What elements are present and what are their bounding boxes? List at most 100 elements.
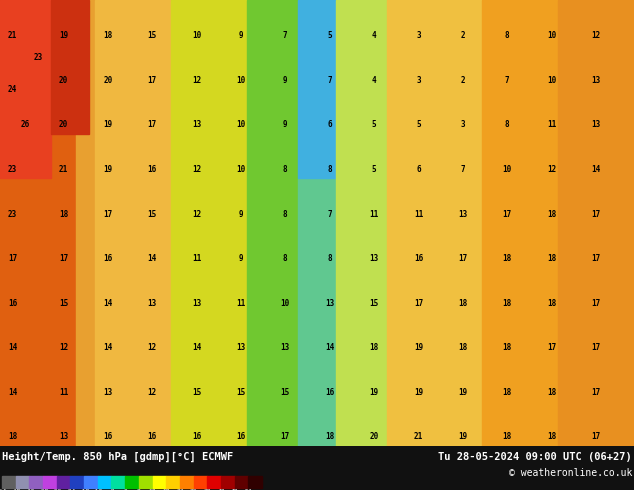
Text: 14: 14 (8, 343, 17, 352)
Text: 21: 21 (59, 165, 68, 174)
Text: 7: 7 (327, 210, 332, 219)
Text: -18: -18 (79, 489, 90, 490)
Text: 4: 4 (372, 31, 377, 40)
Text: 17: 17 (592, 388, 600, 397)
Bar (387, 0, 482, 446)
Text: 17: 17 (103, 210, 112, 219)
Bar (221, 476, 235, 488)
Text: 54: 54 (245, 489, 252, 490)
Text: 13: 13 (148, 299, 157, 308)
Text: 11: 11 (192, 254, 201, 263)
Bar (336, 0, 387, 446)
Text: 18: 18 (503, 343, 512, 352)
Text: 4: 4 (372, 76, 377, 85)
Text: 13: 13 (370, 254, 378, 263)
Bar (180, 476, 193, 488)
Text: 48: 48 (231, 489, 238, 490)
Text: 10: 10 (236, 165, 245, 174)
Text: 18: 18 (547, 210, 556, 219)
Text: 18: 18 (547, 388, 556, 397)
Text: 23: 23 (8, 210, 17, 219)
Bar (56, 476, 70, 488)
Text: 13: 13 (236, 343, 245, 352)
Bar (247, 0, 298, 446)
Text: -54: -54 (0, 489, 8, 490)
Text: 6: 6 (416, 165, 421, 174)
Bar (298, 178, 336, 446)
Text: 12: 12 (192, 76, 201, 85)
Text: 38: 38 (204, 489, 211, 490)
Text: 15: 15 (59, 299, 68, 308)
Text: 17: 17 (148, 121, 157, 129)
Text: 14: 14 (592, 165, 600, 174)
Text: 3: 3 (416, 31, 421, 40)
Bar (171, 0, 247, 446)
Text: 9: 9 (283, 76, 288, 85)
Text: 13: 13 (592, 121, 600, 129)
Text: 5: 5 (327, 31, 332, 40)
Text: 30: 30 (190, 489, 197, 490)
Text: 18: 18 (503, 254, 512, 263)
Text: 20: 20 (370, 433, 378, 441)
Bar (249, 476, 262, 488)
Text: 12: 12 (547, 165, 556, 174)
Text: 13: 13 (59, 433, 68, 441)
Bar (84, 476, 98, 488)
Bar (193, 476, 207, 488)
Text: 18: 18 (103, 31, 112, 40)
Bar (51, 0, 89, 134)
Text: 19: 19 (103, 121, 112, 129)
Text: 14: 14 (148, 254, 157, 263)
Text: -30: -30 (51, 489, 62, 490)
Text: 18: 18 (325, 433, 334, 441)
Text: Tu 28-05-2024 09:00 UTC (06+27): Tu 28-05-2024 09:00 UTC (06+27) (438, 452, 632, 462)
Text: 5: 5 (416, 121, 421, 129)
Text: 17: 17 (592, 299, 600, 308)
Text: 13: 13 (192, 121, 201, 129)
Text: 14: 14 (8, 388, 17, 397)
Text: 8: 8 (327, 165, 332, 174)
Text: 12: 12 (592, 31, 600, 40)
Text: 14: 14 (103, 299, 112, 308)
Text: 19: 19 (59, 31, 68, 40)
Text: 12: 12 (149, 489, 156, 490)
Text: 7: 7 (327, 76, 332, 85)
Text: 17: 17 (547, 343, 556, 352)
Text: 7: 7 (460, 165, 465, 174)
Text: 18: 18 (8, 433, 17, 441)
Text: 19: 19 (458, 388, 467, 397)
Text: 23: 23 (8, 165, 17, 174)
Text: 2: 2 (460, 76, 465, 85)
Text: 19: 19 (458, 433, 467, 441)
Text: 5: 5 (372, 165, 377, 174)
Text: 17: 17 (8, 254, 17, 263)
Text: 8: 8 (137, 489, 141, 490)
Text: 16: 16 (8, 299, 17, 308)
Text: -48: -48 (10, 489, 22, 490)
Text: 2: 2 (460, 31, 465, 40)
Text: 18: 18 (547, 299, 556, 308)
Text: 17: 17 (458, 254, 467, 263)
Text: 10: 10 (281, 299, 290, 308)
Bar (98, 476, 112, 488)
Text: 8: 8 (505, 31, 510, 40)
Text: 10: 10 (503, 165, 512, 174)
Text: 42: 42 (217, 489, 224, 490)
Bar (482, 0, 558, 446)
Bar (76, 0, 171, 446)
Text: 12: 12 (192, 165, 201, 174)
Text: 10: 10 (192, 31, 201, 40)
Text: 15: 15 (148, 31, 157, 40)
Text: 13: 13 (103, 388, 112, 397)
Text: 24: 24 (8, 85, 17, 94)
Text: 23: 23 (34, 53, 42, 62)
Text: 12: 12 (59, 343, 68, 352)
Text: 17: 17 (414, 299, 423, 308)
Bar (2, 476, 16, 488)
Text: 8: 8 (283, 254, 288, 263)
Text: 14: 14 (325, 343, 334, 352)
Bar (153, 476, 166, 488)
Text: 20: 20 (59, 76, 68, 85)
Text: 11: 11 (59, 388, 68, 397)
Bar (70, 476, 84, 488)
